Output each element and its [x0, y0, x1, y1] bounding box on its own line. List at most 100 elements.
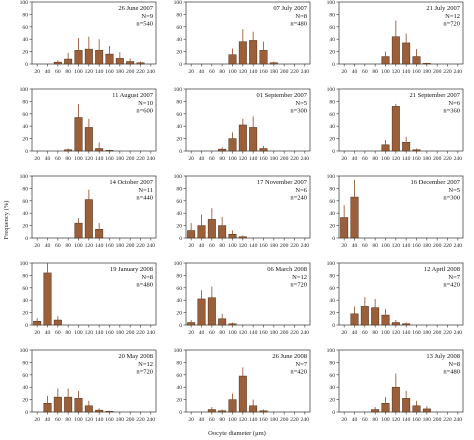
x-tick-label: 80	[65, 243, 71, 249]
y-tick-label: 80	[329, 186, 335, 192]
y-tick-label: 40	[22, 298, 28, 304]
bar	[259, 410, 268, 413]
x-tick-label: 200	[126, 417, 135, 423]
x-tick-label: 60	[209, 69, 215, 75]
y-tick-label: 80	[22, 360, 28, 366]
y-tick-label: 40	[176, 211, 182, 217]
bar	[84, 199, 93, 239]
bar	[84, 48, 93, 65]
x-tick-label: 160	[412, 69, 421, 75]
x-axis-title: Oocyte diameter (μm)	[208, 430, 266, 437]
y-tick-label: 60	[176, 286, 182, 292]
x-tick-label: 80	[372, 243, 378, 249]
y-tick-label: 60	[22, 199, 28, 205]
x-tick-label: 120	[392, 156, 401, 162]
x-tick-label: 180	[270, 330, 279, 336]
panel-date: 07 July 2007	[273, 5, 307, 12]
x-tick-label: 180	[270, 69, 279, 75]
x-tick-label: 200	[126, 69, 135, 75]
bar	[33, 321, 42, 326]
y-tick-label: 100	[174, 174, 183, 180]
bar	[74, 398, 83, 413]
panel-date: 21 July 2007	[426, 5, 460, 12]
x-tick-label: 60	[362, 330, 368, 336]
y-tick-label: 80	[329, 99, 335, 105]
x-tick-label: 80	[372, 69, 378, 75]
x-tick-label: 40	[199, 69, 205, 75]
x-tick-label: 160	[259, 156, 268, 162]
bar	[64, 149, 73, 152]
x-tick-label: 220	[443, 243, 452, 249]
bar	[391, 36, 400, 65]
panel-date: 01 September 2007	[256, 92, 307, 99]
x-tick-label: 40	[45, 69, 51, 75]
y-tick-label: 60	[176, 25, 182, 31]
y-tick-label: 20	[329, 398, 335, 404]
x-tick-label: 20	[188, 330, 194, 336]
x-tick-label: 180	[116, 243, 125, 249]
bar	[43, 403, 52, 413]
bar	[105, 53, 114, 65]
y-tick-label: 60	[176, 373, 182, 379]
y-tick-label: 40	[329, 37, 335, 43]
panel-frame	[338, 175, 464, 239]
x-tick-label: 60	[55, 69, 61, 75]
bar	[136, 62, 145, 65]
y-tick-label: 60	[176, 112, 182, 118]
x-tick-label: 120	[85, 330, 94, 336]
bar	[105, 411, 114, 413]
x-tick-label: 200	[280, 69, 289, 75]
x-tick-label: 160	[412, 156, 421, 162]
bar	[381, 403, 390, 413]
panel-oocytes: n=360	[443, 108, 460, 115]
y-tick-label: 100	[327, 261, 336, 267]
x-tick-label: 140	[95, 69, 104, 75]
y-tick-label: 20	[176, 137, 182, 143]
bar	[218, 410, 227, 413]
y-tick-label: 80	[329, 12, 335, 18]
y-tick-label: 80	[176, 273, 182, 279]
x-tick-label: 60	[209, 330, 215, 336]
bar	[105, 150, 114, 152]
panel-females: N=10	[138, 100, 153, 107]
x-tick-label: 120	[85, 417, 94, 423]
panel-frame	[185, 262, 311, 326]
panel-oocytes: n=600	[136, 108, 153, 115]
y-tick-label: 100	[20, 87, 29, 93]
y-tick-label: 0	[179, 236, 182, 242]
x-tick-label: 120	[239, 417, 248, 423]
panel-oocytes: n=420	[290, 369, 307, 376]
x-tick-label: 160	[412, 243, 421, 249]
x-tick-label: 160	[259, 243, 268, 249]
bar	[412, 149, 421, 152]
x-tick-label: 60	[209, 243, 215, 249]
y-tick-label: 60	[176, 199, 182, 205]
panel-frame	[31, 1, 157, 65]
x-tick-label: 100	[381, 243, 390, 249]
y-tick-label: 100	[174, 0, 183, 6]
x-tick-label: 180	[423, 156, 432, 162]
bar	[238, 375, 247, 413]
x-tick-label: 160	[105, 330, 114, 336]
x-tick-label: 180	[270, 417, 279, 423]
bar	[74, 50, 83, 65]
x-tick-label: 240	[301, 69, 310, 75]
bar	[371, 307, 380, 326]
bar	[207, 219, 216, 239]
x-tick-label: 140	[402, 156, 411, 162]
y-axis-title: Frequency (%)	[3, 201, 10, 240]
x-tick-label: 100	[74, 156, 83, 162]
panel-oocytes: n=420	[443, 282, 460, 289]
x-tick-label: 40	[45, 417, 51, 423]
x-tick-label: 60	[362, 69, 368, 75]
y-tick-label: 20	[329, 50, 335, 56]
x-tick-label: 100	[228, 417, 237, 423]
